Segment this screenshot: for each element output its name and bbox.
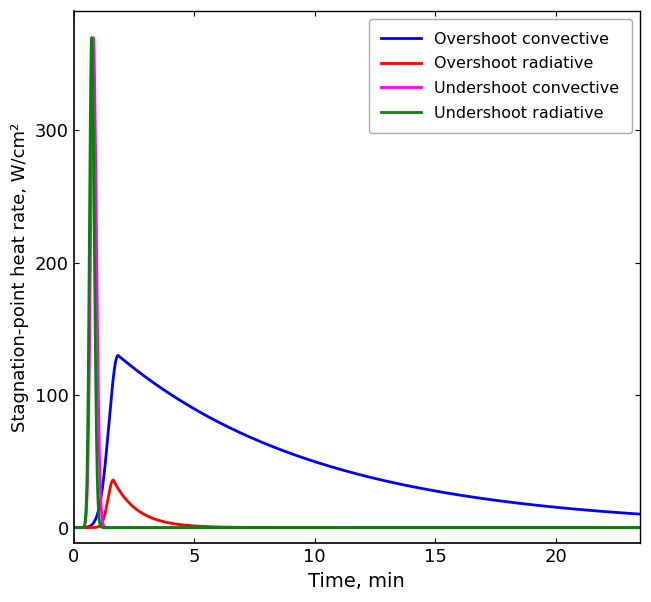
Undershoot convective: [89, 34, 97, 41]
Undershoot radiative: [72, 524, 80, 531]
Overshoot radiative: [636, 524, 644, 531]
Overshoot radiative: [606, 524, 614, 531]
Overshoot radiative: [72, 524, 80, 531]
Overshoot radiative: [70, 524, 77, 531]
Undershoot convective: [346, 524, 354, 531]
Undershoot radiative: [181, 524, 189, 531]
Undershoot convective: [636, 524, 644, 531]
Overshoot convective: [181, 400, 189, 407]
Overshoot radiative: [104, 498, 111, 506]
Undershoot convective: [93, 284, 101, 291]
Overshoot convective: [606, 508, 614, 515]
Line: Undershoot radiative: Undershoot radiative: [74, 37, 640, 527]
Undershoot convective: [70, 524, 77, 531]
Overshoot radiative: [346, 524, 354, 531]
Undershoot radiative: [606, 524, 614, 531]
Undershoot radiative: [636, 524, 644, 531]
Line: Overshoot radiative: Overshoot radiative: [74, 480, 640, 527]
Overshoot radiative: [181, 521, 189, 529]
Y-axis label: Stagnation-point heat rate, W/cm²: Stagnation-point heat rate, W/cm²: [11, 123, 29, 432]
Overshoot convective: [346, 468, 354, 476]
Undershoot radiative: [88, 34, 96, 41]
Line: Undershoot convective: Undershoot convective: [74, 37, 640, 527]
Undershoot convective: [72, 524, 80, 531]
Undershoot radiative: [104, 524, 111, 531]
Undershoot radiative: [93, 464, 101, 471]
Overshoot radiative: [93, 524, 101, 531]
Line: Overshoot convective: Overshoot convective: [74, 355, 640, 527]
Undershoot convective: [606, 524, 614, 531]
Overshoot convective: [70, 524, 77, 531]
Overshoot radiative: [109, 476, 117, 483]
Undershoot radiative: [346, 524, 354, 531]
Legend: Overshoot convective, Overshoot radiative, Undershoot convective, Undershoot rad: Overshoot convective, Overshoot radiativ…: [368, 19, 632, 134]
Overshoot convective: [72, 524, 80, 531]
X-axis label: Time, min: Time, min: [309, 572, 405, 591]
Undershoot convective: [104, 524, 111, 531]
Undershoot convective: [181, 524, 189, 531]
Undershoot radiative: [70, 524, 77, 531]
Overshoot convective: [93, 512, 101, 519]
Overshoot convective: [636, 510, 644, 518]
Overshoot convective: [104, 437, 111, 444]
Overshoot convective: [114, 352, 122, 359]
